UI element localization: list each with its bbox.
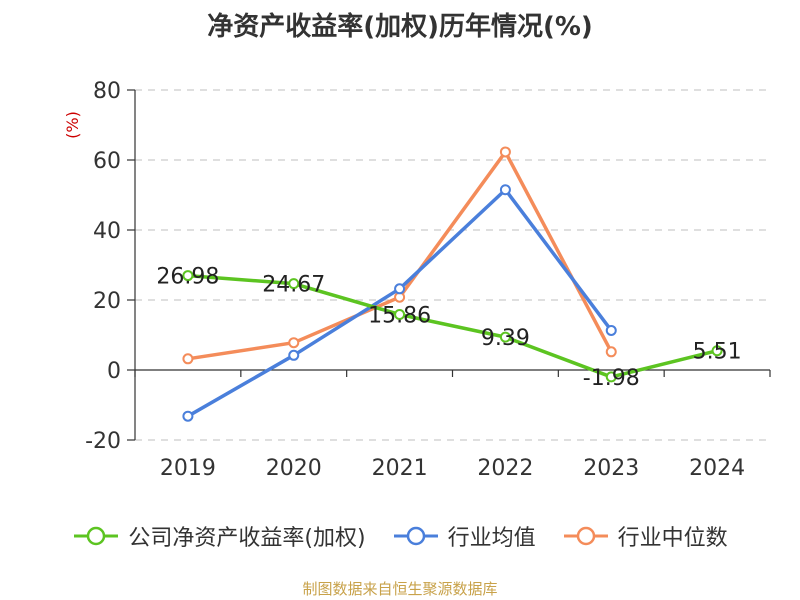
data-point-industry-mean [605,324,617,336]
y-axis-label: (%) [63,111,82,139]
y-tick-label: 80 [93,79,121,104]
data-point-company-roe [288,278,300,290]
y-tick-label: 40 [93,219,121,244]
data-label: 15.86 [368,303,431,328]
x-tick-label: 2024 [689,456,745,481]
legend-item-industry-mean[interactable]: 行业均值 [392,520,536,552]
data-point-industry-mean [394,283,406,295]
legend-marker-industry-mean [393,526,438,546]
data-point-company-roe [605,371,617,383]
y-tick-label: 0 [107,359,121,384]
data-point-company-roe [394,308,406,320]
y-tick-label: 60 [93,149,121,174]
data-point-company-roe [499,331,511,343]
chart-legend: 公司净资产收益率(加权) 行业均值 行业中位数 [0,520,800,552]
y-tick-label: 20 [93,289,121,314]
legend-marker-industry-median [563,526,608,546]
legend-item-industry-median[interactable]: 行业中位数 [562,520,728,552]
legend-label-industry-median: 行业中位数 [617,526,728,551]
data-label: 26.98 [156,265,219,290]
data-label: -1.98 [583,366,640,391]
legend-marker-company-roe [74,526,119,546]
data-label: 5.51 [693,340,742,365]
data-source-note: 制图数据来自恒生聚源数据库 [302,580,498,598]
data-point-industry-mean [499,184,511,196]
data-point-industry-median [499,146,511,158]
data-point-company-roe [711,345,723,357]
legend-item-company-roe[interactable]: 公司净资产收益率(加权) [72,520,366,552]
chart-title: 净资产收益率(加权)历年情况(%) [207,12,593,42]
legend-label-industry-mean: 行业均值 [447,526,536,551]
x-tick-label: 2023 [583,456,639,481]
data-point-industry-mean [182,410,194,422]
data-point-industry-median [182,353,194,365]
x-tick-label: 2020 [266,456,322,481]
data-point-company-roe [182,270,194,282]
line-chart: -20 0 20 40 60 80 2019 2020 2021 2022 2023 2024 (%) 2… [63,79,771,481]
data-point-industry-median [288,337,300,349]
data-point-industry-mean [288,349,300,361]
data-label: 24.67 [262,273,325,298]
series-line-company-roe [187,273,718,379]
x-tick-label: 2019 [160,456,216,481]
data-point-industry-median [605,346,617,358]
x-tick-label: 2021 [372,456,428,481]
data-label: 9.39 [481,326,530,351]
legend-label-company-roe: 公司净资产收益率(加权) [128,526,366,551]
x-tick-label: 2022 [477,456,533,481]
y-tick-label: -20 [85,429,121,454]
